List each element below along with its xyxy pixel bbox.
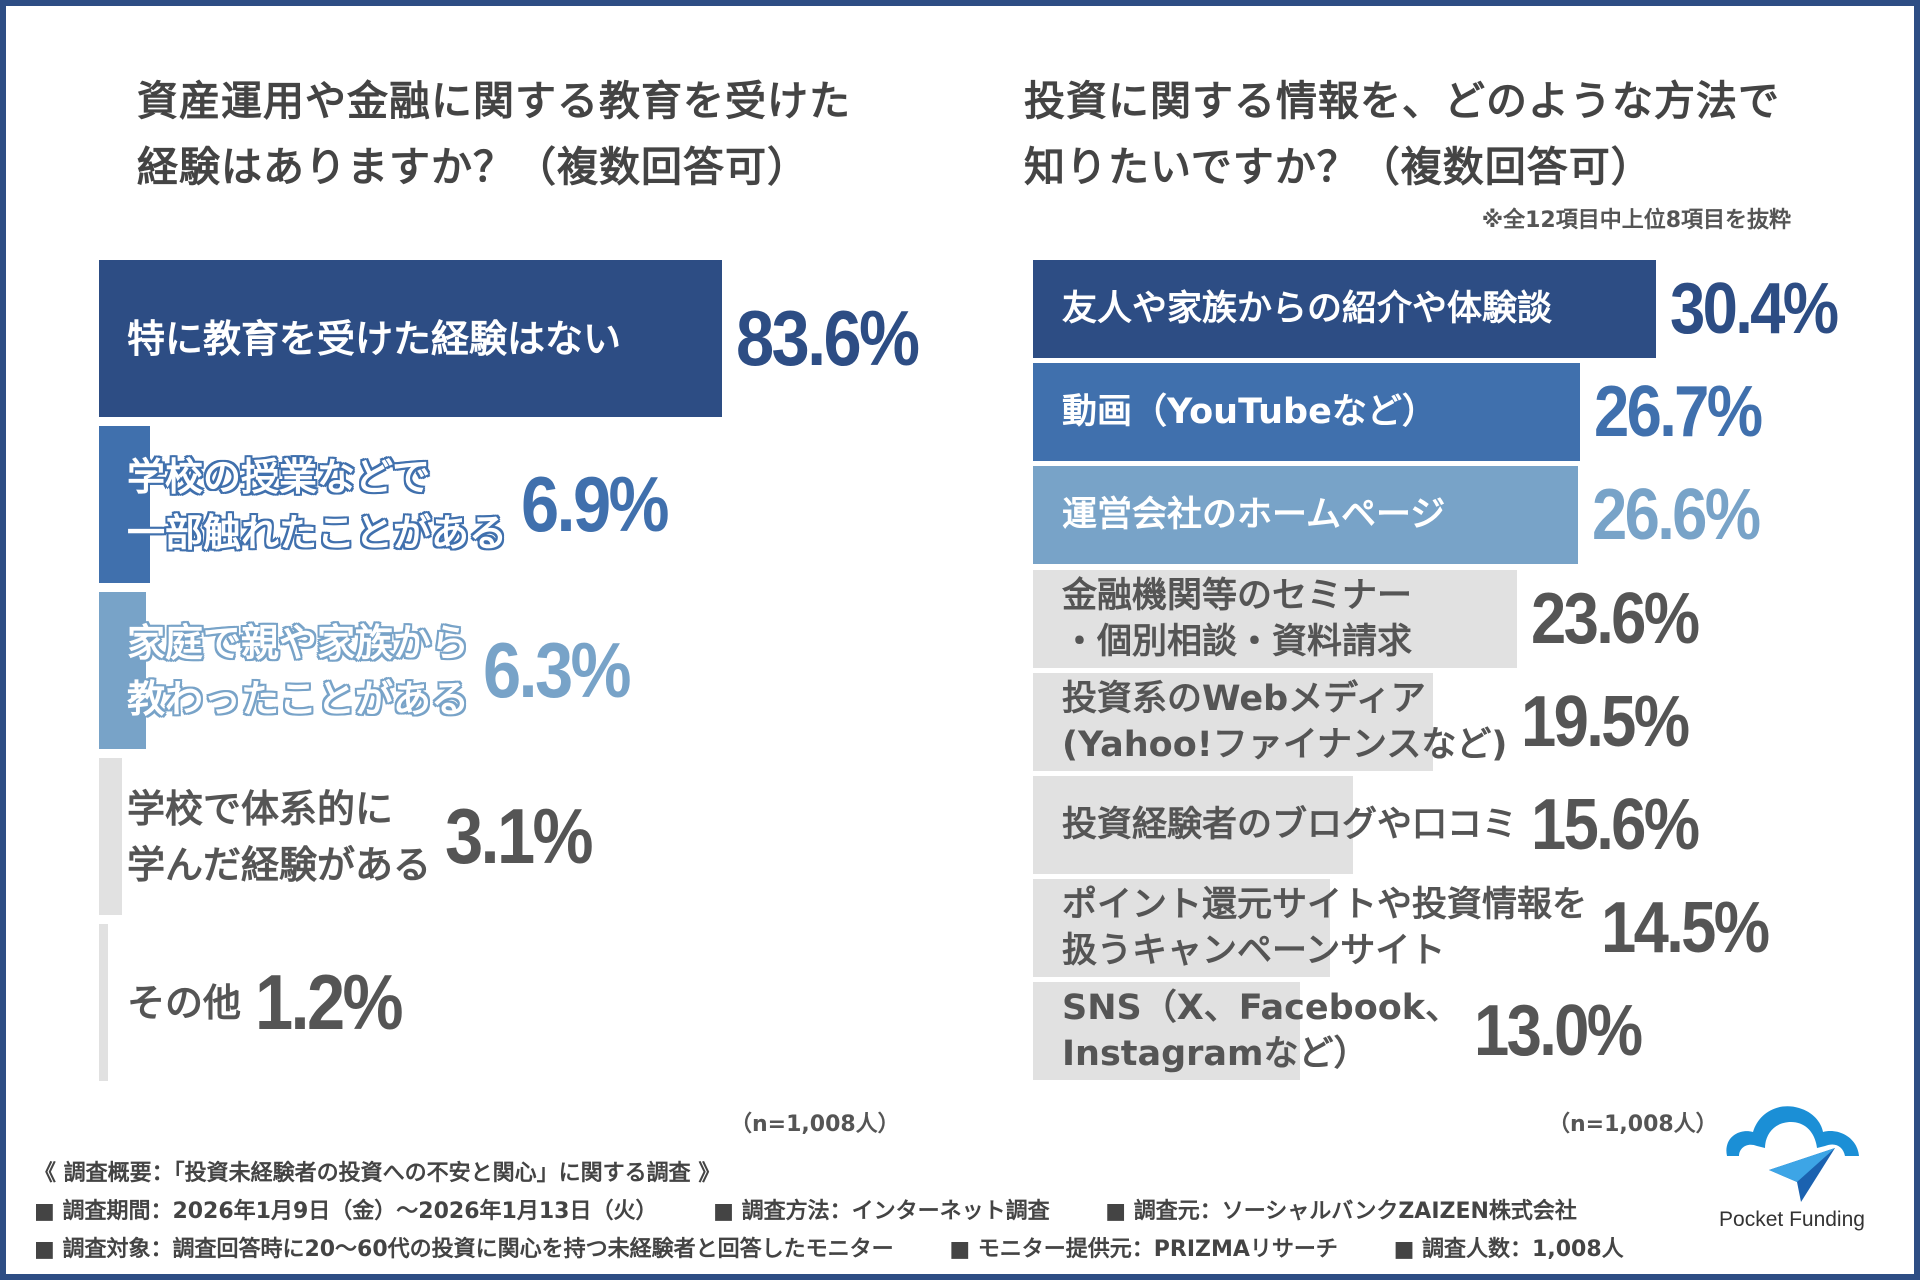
bar-label: 友人や家族からの紹介や体験談 — [1062, 289, 1553, 329]
bar-row: 金融機関等のセミナー ・個別相談・資料請求 23.6% — [1033, 569, 1720, 668]
bar-label: 動画（YouTubeなど） — [1062, 392, 1437, 433]
value-label: 13.0% — [1474, 991, 1643, 1072]
value-label: 26.7% — [1594, 372, 1763, 453]
bar — [99, 924, 108, 1081]
bar-label: 投資系のWebメディア (Yahoo!ファイナンスなど) — [1062, 678, 1508, 765]
survey-line-1: ■ 調査期間：2026年1月9日（金）～2026年1月13日（火） ■ 調査方法… — [34, 1193, 1625, 1225]
survey-target: ■ 調査対象：調査回答時に20～60代の投資に関心を持つ未経験者と回答したモニタ… — [34, 1237, 894, 1262]
bar — [99, 260, 722, 417]
value-label: 6.9% — [521, 460, 670, 548]
bar — [1033, 260, 1657, 358]
value-label: 26.6% — [1592, 475, 1761, 556]
bar-label: その他 — [127, 980, 242, 1025]
cloud-paper-plane-icon — [1726, 1106, 1859, 1202]
bar-label: 投資経験者のブログや口コミ — [1062, 805, 1518, 845]
value-label: 15.6% — [1531, 785, 1700, 865]
bar-row: その他 1.2% — [99, 924, 404, 1081]
bar-label: 運営会社のホームページ — [1062, 495, 1446, 536]
value-label: 6.3% — [483, 626, 632, 714]
bar-label: SNS（X、Facebook、 Instagramなど） — [1062, 988, 1461, 1075]
bar-label: 金融機関等のセミナー ・個別相談・資料請求 — [1062, 575, 1413, 662]
bar-row: 友人や家族からの紹介や体験談 30.4% — [1033, 260, 1859, 358]
bar-row: 学校で体系的に 学んだ経験がある 3.1% — [99, 758, 594, 915]
bar-row: 投資経験者のブログや口コミ 15.6% — [1033, 776, 1700, 874]
value-label: 30.4% — [1670, 269, 1839, 349]
survey-provider: ■ モニター提供元：PRIZMAリサーチ — [949, 1237, 1338, 1262]
survey-count: ■ 調査人数：1,008人 — [1393, 1237, 1624, 1262]
value-label: 19.5% — [1521, 681, 1690, 762]
bar — [1033, 672, 1433, 771]
bar-row: 動画（YouTubeなど） 26.7% — [1033, 363, 1784, 462]
right-chart-note: ※全12項目中上位8項目を抜粋 — [1481, 208, 1791, 233]
bar — [99, 592, 146, 749]
bar-row: 学校の授業などで 一部触れたことがある 6.9% — [99, 426, 670, 583]
bar-label: 家庭で親や家族から 教わったことがある — [127, 620, 470, 721]
bar-row: 家庭で親や家族から 教わったことがある 6.3% — [99, 592, 632, 749]
bar-row: ポイント還元サイトや投資情報を 扱うキャンペーンサイト 14.5% — [1033, 879, 1770, 978]
value-label: 3.1% — [445, 792, 594, 880]
bar — [1033, 466, 1579, 565]
value-label: 14.5% — [1601, 888, 1770, 969]
left-sample-size: （n=1,008人） — [730, 1112, 900, 1137]
value-label: 23.6% — [1530, 578, 1700, 659]
bar — [1033, 776, 1353, 874]
survey-heading: 《 調査概要：「投資未経験者の投資への不安と関心」に関する調査 》 — [34, 1161, 721, 1186]
pocket-funding-logo: Pocket Funding — [1712, 1098, 1872, 1232]
left-chart-title: 資産運用や金融に関する教育を受けた 経験はありますか？（複数回答可） — [137, 77, 851, 191]
bar — [99, 758, 123, 915]
survey-period: ■ 調査期間：2026年1月9日（金）～2026年1月13日（火） — [34, 1199, 658, 1224]
survey-source: ■ 調査元：ソーシャルバンクZAIZEN株式会社 — [1105, 1199, 1577, 1224]
bar-row: 特に教育を受けた経験はない 83.6% — [99, 260, 942, 417]
bar — [1033, 982, 1300, 1081]
bar-row: SNS（X、Facebook、 Instagramなど） 13.0% — [1033, 982, 1643, 1081]
bar-label: ポイント還元サイトや投資情報を 扱うキャンペーンサイト — [1062, 885, 1588, 972]
bar-label: 学校の授業などで 一部触れたことがある — [127, 454, 508, 555]
logo-text: Pocket Funding — [1719, 1208, 1865, 1231]
bar-row: 投資系のWebメディア (Yahoo!ファイナンスなど) 19.5% — [1033, 672, 1690, 771]
value-label: 1.2% — [255, 958, 404, 1046]
value-label: 83.6% — [735, 294, 920, 382]
survey-line-2: ■ 調査対象：調査回答時に20～60代の投資に関心を持つ未経験者と回答したモニタ… — [34, 1231, 1672, 1263]
bar-label: 学校で体系的に 学んだ経験がある — [127, 786, 432, 887]
right-sample-size: （n=1,008人） — [1548, 1112, 1718, 1137]
bar-label: 特に教育を受けた経験はない — [127, 316, 622, 361]
right-chart-title: 投資に関する情報を、どのような方法で 知りたいですか？（複数回答可） — [1024, 77, 1780, 191]
bar — [1033, 879, 1331, 978]
survey-method: ■ 調査方法：インターネット調査 — [713, 1199, 1050, 1224]
bar-row: 運営会社のホームページ 26.6% — [1033, 466, 1781, 565]
bar — [1033, 569, 1517, 668]
bar — [99, 426, 151, 583]
bar — [1033, 363, 1581, 462]
